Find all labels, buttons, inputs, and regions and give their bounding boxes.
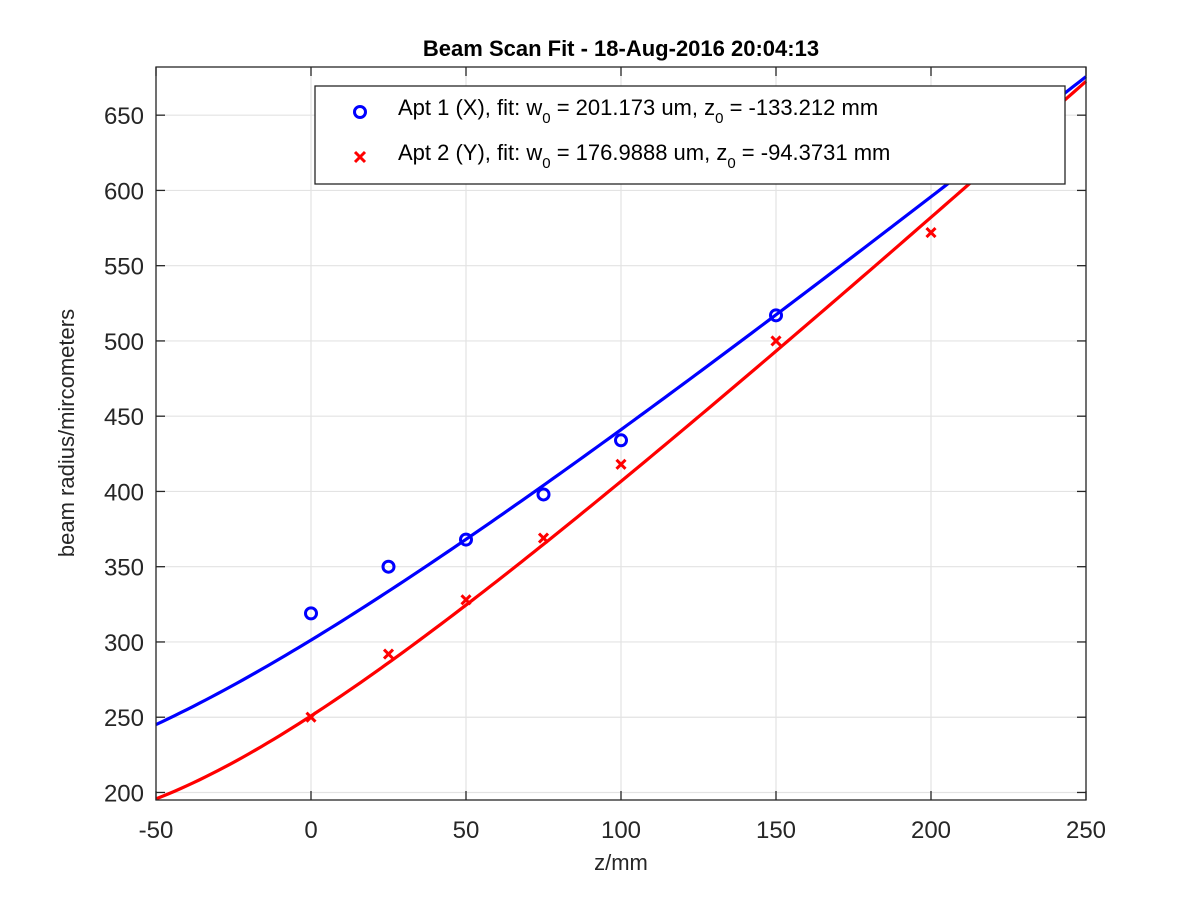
y-tick-label: 350: [104, 555, 144, 582]
y-tick-label: 400: [104, 479, 144, 506]
x-tick-label: 100: [601, 817, 641, 844]
x-axis-label: z/mm: [594, 850, 648, 875]
y-tick-label: 300: [104, 630, 144, 657]
y-tick-label: 550: [104, 254, 144, 281]
data-point-series-1: [769, 308, 783, 323]
x-tick-label: 150: [756, 817, 796, 844]
data-point-series-1: [381, 559, 396, 574]
legend-marker-series-1: [353, 105, 367, 119]
y-tick-label: 200: [104, 780, 144, 807]
data-point-series-2: [615, 458, 627, 470]
data-point-series-1: [459, 532, 473, 547]
data-point-series-1: [536, 487, 551, 502]
x-tick-label: 250: [1066, 817, 1106, 844]
data-point-series-2: [382, 648, 395, 660]
data-points: [304, 227, 937, 723]
data-point-series-2: [537, 532, 550, 544]
fit-curve-series-1: [155, 75, 1087, 727]
legend-entry-series-2: Apt 2 (Y), fit: w0 = 176.9888 um, z0 = -…: [398, 140, 890, 172]
data-point-series-2: [925, 227, 937, 239]
legend-box: [314, 85, 1066, 185]
data-point-series-1: [614, 433, 628, 448]
data-point-series-2: [460, 594, 472, 606]
y-tick-label: 650: [104, 103, 144, 130]
legend: Apt 1 (X), fit: w0 = 201.173 um, z0 = -1…: [314, 85, 1066, 185]
axis-ticks: -50 0 50 100 150 200 250 200 250 300 350 400 450 500 5…: [104, 67, 1106, 844]
x-tick-label: -50: [139, 817, 174, 844]
y-tick-label: 250: [104, 705, 144, 732]
y-axis-label: beam radius/mircometers: [54, 309, 79, 557]
data-point-series-2: [305, 711, 317, 723]
x-tick-label: 50: [453, 817, 480, 844]
x-tick-label: 0: [304, 817, 317, 844]
legend-marker-series-2: [353, 150, 367, 164]
y-tick-label: 500: [104, 329, 144, 356]
legend-entry-series-1: Apt 1 (X), fit: w0 = 201.173 um, z0 = -1…: [398, 95, 878, 127]
y-tick-label: 600: [104, 178, 144, 205]
chart-title: Beam Scan Fit - 18-Aug-2016 20:04:13: [423, 36, 819, 61]
y-tick-label: 450: [104, 404, 144, 431]
x-tick-label: 200: [911, 817, 951, 844]
data-point-series-1: [304, 606, 318, 621]
data-point-series-2: [770, 335, 782, 347]
